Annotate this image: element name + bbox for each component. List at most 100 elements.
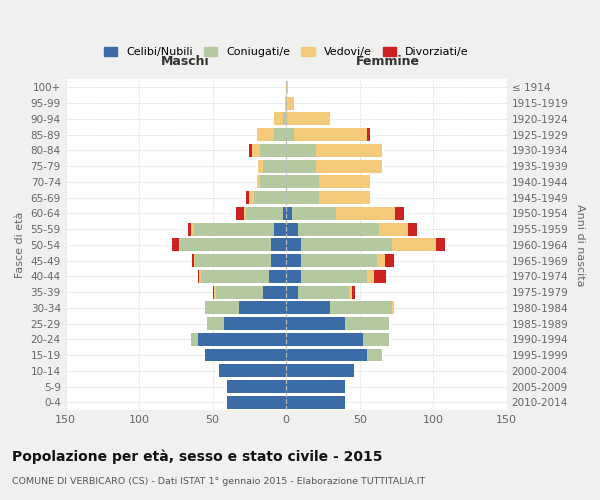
Bar	[212, 286, 214, 298]
Bar	[286, 191, 319, 204]
Bar	[194, 222, 274, 235]
Bar	[192, 254, 194, 267]
Bar	[286, 348, 367, 362]
Bar	[286, 270, 301, 283]
Bar	[224, 317, 286, 330]
Bar	[395, 207, 404, 220]
Bar	[191, 222, 194, 235]
Bar	[362, 333, 389, 345]
Bar	[316, 160, 382, 172]
Bar	[352, 286, 355, 298]
Bar	[271, 254, 286, 267]
Bar	[239, 302, 286, 314]
Bar	[377, 254, 385, 267]
Bar	[236, 207, 244, 220]
Bar	[283, 112, 286, 126]
Bar	[286, 286, 298, 298]
Y-axis label: Anni di nascita: Anni di nascita	[575, 204, 585, 286]
Bar	[286, 96, 293, 110]
Bar	[286, 396, 345, 408]
Bar	[283, 207, 286, 220]
Bar	[227, 396, 286, 408]
Text: Femmine: Femmine	[356, 55, 419, 68]
Bar	[195, 254, 271, 267]
Bar	[257, 176, 260, 188]
Bar	[258, 160, 263, 172]
Bar	[286, 254, 301, 267]
Text: COMUNE DI VERBICARO (CS) - Dati ISTAT 1° gennaio 2015 - Elaborazione TUTTITALIA.: COMUNE DI VERBICARO (CS) - Dati ISTAT 1°…	[12, 478, 425, 486]
Bar	[286, 128, 293, 141]
Bar	[301, 254, 377, 267]
Bar	[286, 302, 331, 314]
Bar	[271, 238, 286, 252]
Bar	[254, 191, 286, 204]
Bar	[286, 160, 316, 172]
Bar	[286, 81, 287, 94]
Bar	[392, 302, 394, 314]
Bar	[250, 144, 253, 157]
Bar	[263, 160, 286, 172]
Bar	[331, 302, 392, 314]
Bar	[316, 144, 382, 157]
Bar	[201, 270, 269, 283]
Bar	[349, 286, 352, 298]
Bar	[205, 348, 286, 362]
Bar	[207, 317, 224, 330]
Bar	[436, 238, 445, 252]
Bar	[286, 207, 292, 220]
Bar	[374, 270, 386, 283]
Bar	[263, 286, 286, 298]
Bar	[286, 380, 345, 393]
Bar	[199, 270, 201, 283]
Bar	[269, 270, 286, 283]
Legend: Celibi/Nubili, Coniugati/e, Vedovi/e, Divorziati/e: Celibi/Nubili, Coniugati/e, Vedovi/e, Di…	[100, 42, 473, 62]
Bar	[286, 222, 298, 235]
Bar	[227, 380, 286, 393]
Bar	[247, 207, 283, 220]
Bar	[198, 270, 199, 283]
Bar	[286, 144, 316, 157]
Bar	[286, 176, 319, 188]
Bar	[205, 302, 239, 314]
Bar	[367, 270, 374, 283]
Bar	[257, 128, 274, 141]
Bar	[260, 144, 286, 157]
Bar	[179, 238, 181, 252]
Bar	[244, 207, 247, 220]
Y-axis label: Fasce di età: Fasce di età	[15, 212, 25, 278]
Bar	[286, 317, 345, 330]
Bar	[286, 364, 354, 377]
Bar	[198, 333, 286, 345]
Bar	[286, 112, 331, 126]
Bar	[385, 254, 394, 267]
Bar	[367, 348, 382, 362]
Bar	[298, 286, 349, 298]
Bar	[188, 222, 191, 235]
Bar	[253, 144, 260, 157]
Bar	[301, 238, 392, 252]
Bar	[285, 96, 286, 110]
Bar	[274, 222, 286, 235]
Text: Maschi: Maschi	[160, 55, 209, 68]
Bar	[215, 286, 263, 298]
Bar	[367, 128, 370, 141]
Bar	[194, 254, 195, 267]
Bar	[319, 191, 370, 204]
Text: Popolazione per età, sesso e stato civile - 2015: Popolazione per età, sesso e stato civil…	[12, 450, 383, 464]
Bar	[260, 176, 286, 188]
Bar	[336, 207, 395, 220]
Bar	[286, 238, 301, 252]
Bar	[379, 222, 408, 235]
Bar	[247, 191, 250, 204]
Bar	[392, 238, 436, 252]
Bar	[301, 270, 367, 283]
Bar	[293, 128, 367, 141]
Bar	[250, 191, 254, 204]
Bar	[319, 176, 370, 188]
Bar	[274, 112, 283, 126]
Bar	[191, 333, 198, 345]
Bar	[181, 238, 271, 252]
Bar	[286, 333, 362, 345]
Bar	[172, 238, 179, 252]
Bar	[292, 207, 336, 220]
